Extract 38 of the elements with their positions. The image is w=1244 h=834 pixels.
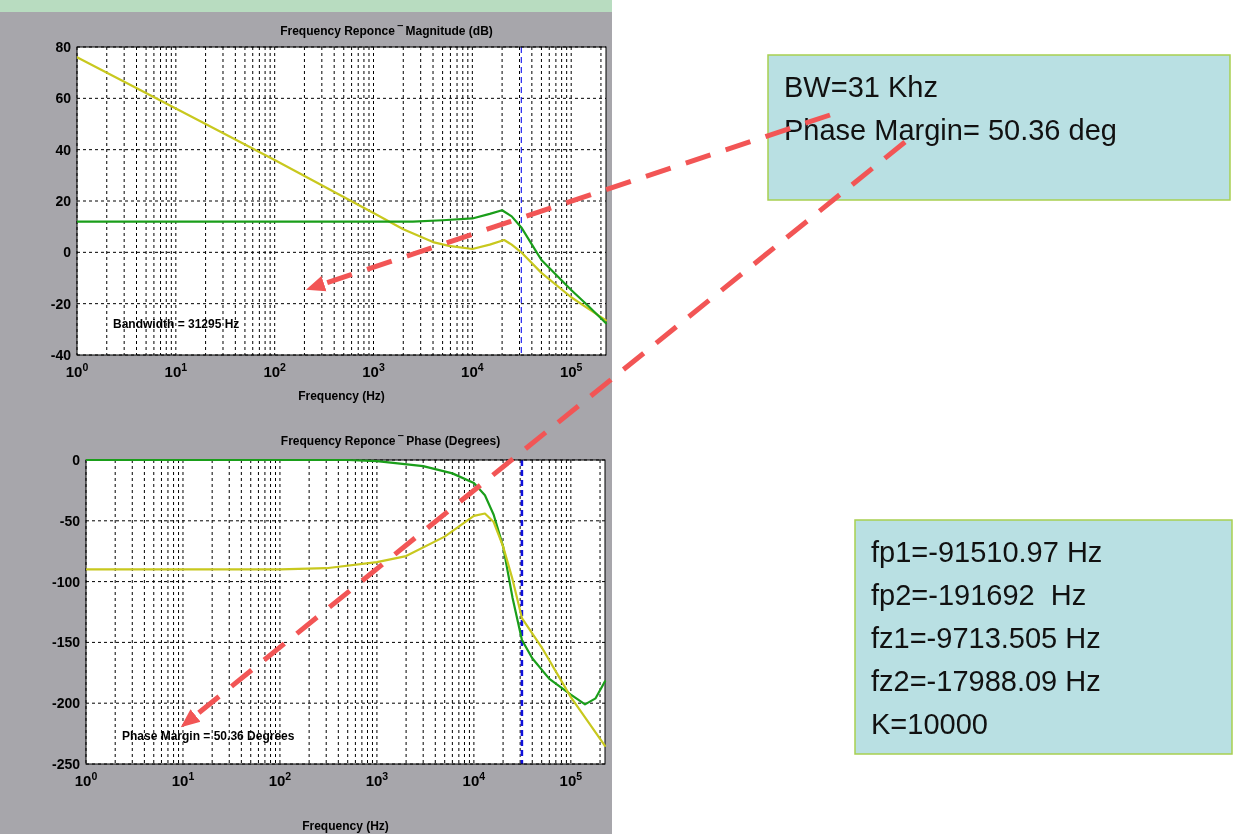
y-tick-label: -100: [51, 573, 81, 590]
text: Phase Margin= 50.36 deg: [784, 114, 1117, 146]
x-axis-title: Frequency (Hz): [298, 389, 385, 403]
y-tick-label: -250: [51, 756, 81, 772]
y-tick-label: 0: [72, 452, 81, 468]
y-tick-label: -40: [50, 347, 72, 363]
y-tick-label: 20: [55, 193, 72, 209]
y-tick-label: -150: [51, 634, 81, 651]
x-axis-title: Frequency (Hz): [302, 819, 389, 833]
y-tick-label: -50: [59, 512, 81, 529]
text: K=10000: [871, 708, 988, 740]
chart-title: Frequency Reponce ‾ Magnitude (dB): [280, 24, 493, 38]
chart-title: Frequency Reponce ‾ Phase (Degrees): [280, 434, 501, 448]
x-tick-label: 10$^{5}$: [559, 361, 583, 380]
y-tick-label: 0: [63, 244, 72, 261]
x-tick-label: 10$^{3}$: [365, 770, 389, 789]
annotation: Bandwidth = 31295 Hz: [113, 317, 240, 331]
annotation: Phase Margin = 50.36 Degrees: [122, 729, 295, 743]
y-tick-label: -20: [50, 295, 72, 312]
x-tick-label: 10$^{2}$: [263, 361, 287, 380]
text: fz1=-9713.505 Hz: [871, 622, 1101, 654]
x-tick-label: 10$^{1}$: [171, 770, 195, 789]
y-tick-label: 60: [55, 90, 72, 107]
x-tick-label: 10$^{0}$: [74, 770, 98, 789]
x-tick-label: 10$^{3}$: [362, 361, 385, 380]
x-tick-label: 10$^{5}$: [559, 770, 583, 789]
y-tick-label: -200: [51, 695, 81, 712]
x-tick-label: 10$^{0}$: [65, 361, 89, 380]
x-tick-label: 10$^{2}$: [268, 770, 292, 789]
y-tick-label: 80: [55, 39, 72, 55]
x-tick-label: 10$^{4}$: [461, 361, 484, 380]
text: BW=31 Khz: [784, 71, 938, 103]
x-tick-label: 10$^{4}$: [462, 770, 486, 789]
x-tick-label: 10$^{1}$: [164, 361, 188, 380]
text: fp1=-91510.97 Hz: [871, 536, 1103, 568]
text: fz2=-17988.09 Hz: [871, 665, 1101, 697]
y-tick-label: 40: [55, 141, 72, 158]
text: fp2=-191692 Hz: [871, 579, 1087, 611]
